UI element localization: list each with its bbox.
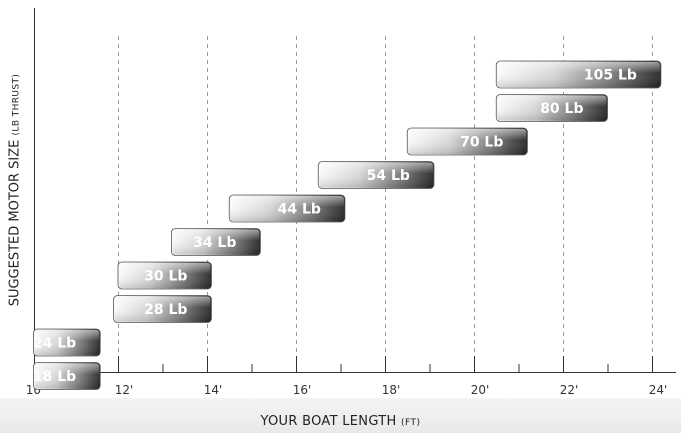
bar-44-lb: 44 Lb bbox=[228, 194, 346, 223]
x-axis-unit: (FT) bbox=[401, 418, 421, 428]
bar-label: 18 Lb bbox=[33, 369, 76, 385]
bar-shine bbox=[34, 330, 100, 355]
y-axis-unit: (LB THRUST) bbox=[11, 73, 22, 136]
bar-label: 70 Lb bbox=[460, 135, 503, 151]
bar-shine bbox=[119, 263, 211, 288]
bar-label: 80 Lb bbox=[540, 101, 583, 117]
x-axis-title: YOUR BOAT LENGTH (FT) bbox=[0, 414, 681, 429]
bar-80-lb: 80 Lb bbox=[495, 94, 608, 122]
bar-shine bbox=[34, 363, 100, 389]
x-tick-label: 12' bbox=[115, 383, 134, 397]
bar-105-lb: 105 Lb bbox=[495, 60, 662, 89]
x-tick-label: 14' bbox=[204, 383, 223, 397]
bar-shine bbox=[497, 95, 607, 121]
bar-shine bbox=[114, 296, 211, 322]
bar-label: 28 Lb bbox=[144, 302, 187, 318]
bar-label: 54 Lb bbox=[367, 168, 410, 184]
bar-30-lb: 30 Lb bbox=[117, 261, 212, 290]
bar-label: 24 Lb bbox=[33, 336, 76, 352]
bar-label: 105 Lb bbox=[584, 68, 637, 84]
bar-54-lb: 54 Lb bbox=[317, 161, 435, 189]
bars: 105 Lb 80 Lb 70 Lb 54 Lb 44 Lb 34 Lb 30 Lb 28 L… bbox=[33, 60, 662, 390]
bar-shine bbox=[230, 196, 344, 221]
bar-18-lb: 18 Lb bbox=[33, 362, 101, 390]
x-tick-label: 22' bbox=[560, 383, 579, 397]
bar-shine bbox=[172, 229, 260, 255]
bar-shine bbox=[408, 129, 527, 154]
y-axis-label: SUGGESTED MOTOR SIZE bbox=[7, 139, 23, 307]
x-axis-label: YOUR BOAT LENGTH bbox=[260, 414, 397, 429]
bar-24-lb: 24 Lb bbox=[33, 328, 101, 357]
bar-shine bbox=[497, 62, 660, 87]
y-axis-title: SUGGESTED MOTOR SIZE (LB THRUST) bbox=[8, 74, 23, 307]
bar-34-lb: 34 Lb bbox=[170, 228, 261, 256]
x-tick-label: 16' bbox=[293, 383, 312, 397]
bar-label: 34 Lb bbox=[193, 235, 236, 251]
bar-28-lb: 28 Lb bbox=[113, 295, 212, 323]
bar-label: 30 Lb bbox=[144, 269, 187, 285]
x-axis-band bbox=[0, 398, 681, 433]
x-tick-label: 20' bbox=[471, 383, 490, 397]
x-tick-label: 24' bbox=[649, 383, 668, 397]
bar-shine bbox=[319, 162, 433, 188]
x-tick-label: 18' bbox=[382, 383, 401, 397]
bar-70-lb: 70 Lb bbox=[406, 127, 528, 156]
bar-label: 44 Lb bbox=[278, 202, 321, 218]
